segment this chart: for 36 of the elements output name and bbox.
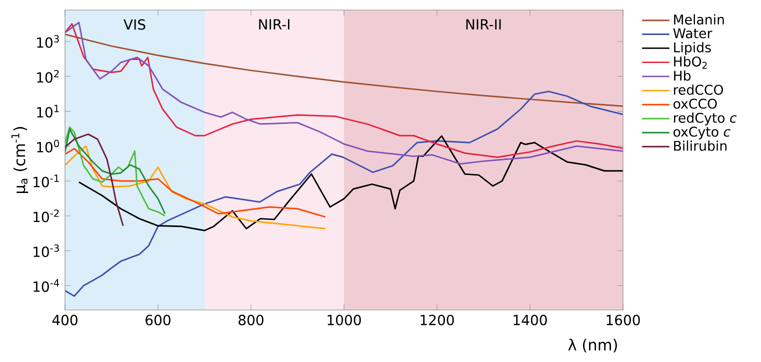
legend-label: Lipids: [674, 42, 711, 56]
y-tick-label: 10$^{1}$: [37, 104, 59, 118]
legend-label: Bilirubin: [674, 140, 726, 151]
legend-label: oxCyto c: [674, 126, 730, 140]
x-axis-title: λ (nm): [568, 338, 617, 352]
x-tick-label: 1000: [328, 314, 361, 326]
y-tick-label: 10$^{2}$: [37, 70, 59, 83]
y-tick-label: 10$^{3}$: [37, 35, 59, 48]
y-tick-label: 10$^{-2}$: [34, 209, 59, 222]
band-label: NIR-II: [466, 19, 501, 30]
y-tick-label: 10$^{0}$: [37, 140, 59, 152]
x-tick-label: 1200: [420, 314, 454, 326]
legend-label: Melanin: [674, 14, 724, 25]
x-tick-label: 1600: [606, 314, 640, 326]
band-label: NIR-I: [259, 19, 290, 30]
y-tick-label: 10$^{-4}$: [34, 279, 60, 292]
legend-label: HbO$_{2}$: [674, 56, 707, 69]
x-tick-label: 400: [52, 314, 78, 326]
legend-label: redCyto c: [674, 112, 737, 126]
line-series: [65, 133, 124, 227]
legend-label: redCCO: [674, 84, 724, 95]
y-tick-label: 10$^{-3}$: [34, 244, 59, 258]
x-tick-label: 1400: [514, 314, 547, 326]
line-series: [65, 148, 326, 218]
y-tick-label: 10$^{-1}$: [34, 174, 59, 188]
y-axis-title: μ$_{a}$ (cm$^{-1}$): [11, 127, 28, 193]
line-series: [65, 34, 623, 107]
legend-label: Water: [673, 28, 712, 38]
line-series: [65, 145, 326, 230]
line-series: [78, 135, 623, 232]
line-series: [65, 90, 623, 297]
legend-label: Hb: [674, 70, 691, 81]
legend-label: oxCCO: [674, 98, 717, 109]
x-tick-label: 600: [146, 314, 170, 326]
band-label: VIS: [124, 19, 146, 30]
x-tick-label: 800: [238, 314, 264, 326]
